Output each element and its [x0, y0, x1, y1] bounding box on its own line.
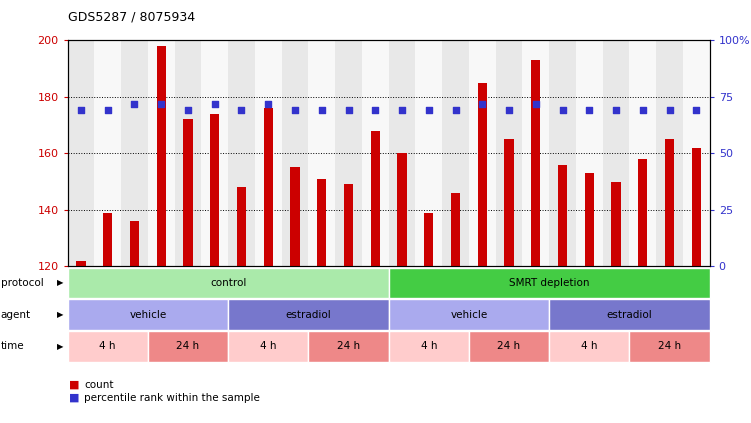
- Text: ■: ■: [69, 380, 80, 390]
- Text: 4 h: 4 h: [421, 341, 437, 352]
- Bar: [183, 119, 193, 266]
- Bar: [549, 40, 576, 266]
- Point: [262, 100, 274, 107]
- Bar: [478, 82, 487, 266]
- Bar: [683, 40, 710, 266]
- Bar: [335, 40, 362, 266]
- Text: 24 h: 24 h: [176, 341, 200, 352]
- Bar: [576, 40, 602, 266]
- Bar: [665, 139, 674, 266]
- Bar: [68, 40, 95, 266]
- Bar: [397, 154, 407, 266]
- Bar: [692, 148, 701, 266]
- Point: [315, 107, 327, 114]
- Bar: [415, 40, 442, 266]
- Bar: [656, 40, 683, 266]
- Bar: [442, 40, 469, 266]
- Bar: [611, 181, 621, 266]
- Bar: [77, 261, 86, 266]
- Point: [236, 107, 248, 114]
- Text: vehicle: vehicle: [451, 310, 487, 320]
- Point: [128, 100, 140, 107]
- Bar: [237, 187, 246, 266]
- Point: [610, 107, 622, 114]
- Bar: [282, 40, 309, 266]
- Text: ▶: ▶: [57, 342, 64, 351]
- Text: GDS5287 / 8075934: GDS5287 / 8075934: [68, 11, 195, 24]
- Bar: [389, 40, 415, 266]
- Point: [75, 107, 87, 114]
- Bar: [469, 40, 496, 266]
- Bar: [317, 179, 327, 266]
- Bar: [638, 159, 647, 266]
- Point: [396, 107, 408, 114]
- Bar: [264, 108, 273, 266]
- Bar: [584, 173, 594, 266]
- Bar: [156, 46, 166, 266]
- Text: time: time: [1, 341, 24, 352]
- Text: ▶: ▶: [57, 278, 64, 288]
- Text: estradiol: estradiol: [607, 310, 653, 320]
- Text: ■: ■: [69, 393, 80, 403]
- Point: [369, 107, 382, 114]
- Text: agent: agent: [1, 310, 31, 320]
- Point: [450, 107, 462, 114]
- Bar: [362, 40, 389, 266]
- Text: 4 h: 4 h: [260, 341, 276, 352]
- Point: [503, 107, 515, 114]
- Point: [637, 107, 649, 114]
- Bar: [103, 213, 113, 266]
- Bar: [451, 193, 460, 266]
- Text: SMRT depletion: SMRT depletion: [509, 278, 590, 288]
- Bar: [370, 131, 380, 266]
- Text: vehicle: vehicle: [129, 310, 167, 320]
- Bar: [228, 40, 255, 266]
- Text: percentile rank within the sample: percentile rank within the sample: [84, 393, 260, 403]
- Text: 24 h: 24 h: [658, 341, 681, 352]
- Text: 4 h: 4 h: [99, 341, 116, 352]
- Text: control: control: [210, 278, 246, 288]
- Bar: [148, 40, 174, 266]
- Point: [101, 107, 113, 114]
- Bar: [505, 139, 514, 266]
- Bar: [291, 168, 300, 266]
- Text: protocol: protocol: [1, 278, 44, 288]
- Bar: [174, 40, 201, 266]
- Bar: [201, 40, 228, 266]
- Bar: [130, 221, 139, 266]
- Point: [182, 107, 194, 114]
- Point: [289, 107, 301, 114]
- Text: ▶: ▶: [57, 310, 64, 319]
- Text: 4 h: 4 h: [581, 341, 598, 352]
- Point: [342, 107, 354, 114]
- Text: 24 h: 24 h: [497, 341, 520, 352]
- Bar: [496, 40, 523, 266]
- Text: 24 h: 24 h: [337, 341, 360, 352]
- Point: [209, 100, 221, 107]
- Point: [584, 107, 596, 114]
- Text: count: count: [84, 380, 113, 390]
- Bar: [210, 114, 219, 266]
- Point: [423, 107, 435, 114]
- Bar: [344, 184, 353, 266]
- Bar: [424, 213, 433, 266]
- Bar: [558, 165, 567, 266]
- Bar: [629, 40, 656, 266]
- Bar: [602, 40, 629, 266]
- Text: estradiol: estradiol: [285, 310, 331, 320]
- Bar: [255, 40, 282, 266]
- Bar: [523, 40, 549, 266]
- Bar: [121, 40, 148, 266]
- Point: [664, 107, 676, 114]
- Bar: [309, 40, 335, 266]
- Point: [529, 100, 541, 107]
- Point: [690, 107, 702, 114]
- Point: [155, 100, 167, 107]
- Bar: [531, 60, 541, 266]
- Point: [556, 107, 569, 114]
- Point: [476, 100, 488, 107]
- Bar: [95, 40, 121, 266]
